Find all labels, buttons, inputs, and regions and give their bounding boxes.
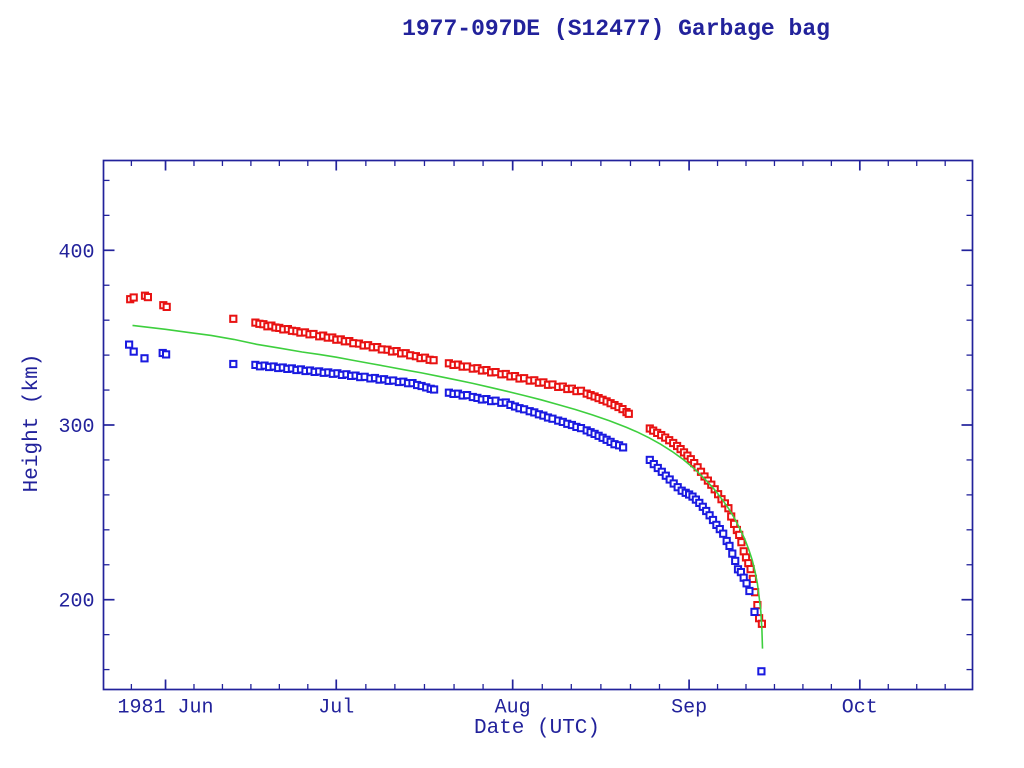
mean-height-line [132, 324, 764, 649]
perigee-data-point [742, 579, 751, 588]
x-tick-label: Jul [318, 697, 354, 720]
perigee-data-point [757, 667, 766, 676]
perigee-data-point [728, 549, 737, 558]
plot-frame [102, 159, 974, 691]
apogee-data-point [624, 409, 633, 418]
perigee-data-point [750, 607, 759, 616]
perigee-data-point [725, 541, 734, 550]
perigee-data-point [229, 359, 238, 369]
perigee-data-point [731, 556, 740, 565]
apogee-data-point [737, 538, 746, 547]
perigee-data-point [430, 385, 439, 394]
y-tick-label: 400 [58, 241, 94, 264]
apogee-data-point [143, 293, 153, 302]
x-tick-label: 1981 Jun [118, 697, 214, 720]
perigee-data-point [129, 347, 138, 356]
apogee-data-point [129, 293, 138, 302]
y-tick-label: 300 [58, 416, 94, 439]
y-tick-label: 200 [58, 591, 94, 614]
chart-title: 1977-097DE (S12477) Garbage bag [402, 16, 830, 42]
perigee-data-point [619, 443, 628, 452]
perigee-data-point [745, 586, 754, 596]
apogee-data-point [162, 302, 171, 311]
x-tick-label: Aug [495, 697, 531, 720]
perigee-data-point [162, 350, 171, 359]
perigee-data-point [719, 529, 728, 538]
x-tick-label: Oct [842, 697, 878, 720]
x-axis-title: Date (UTC) [473, 717, 601, 740]
perigee-data-point [140, 354, 149, 363]
apogee-data-point [429, 356, 438, 365]
apogee-data-point [229, 314, 238, 323]
x-tick-label: Sep [671, 697, 707, 720]
apogee-data-point [746, 565, 755, 574]
perigee-data-point [125, 340, 134, 349]
